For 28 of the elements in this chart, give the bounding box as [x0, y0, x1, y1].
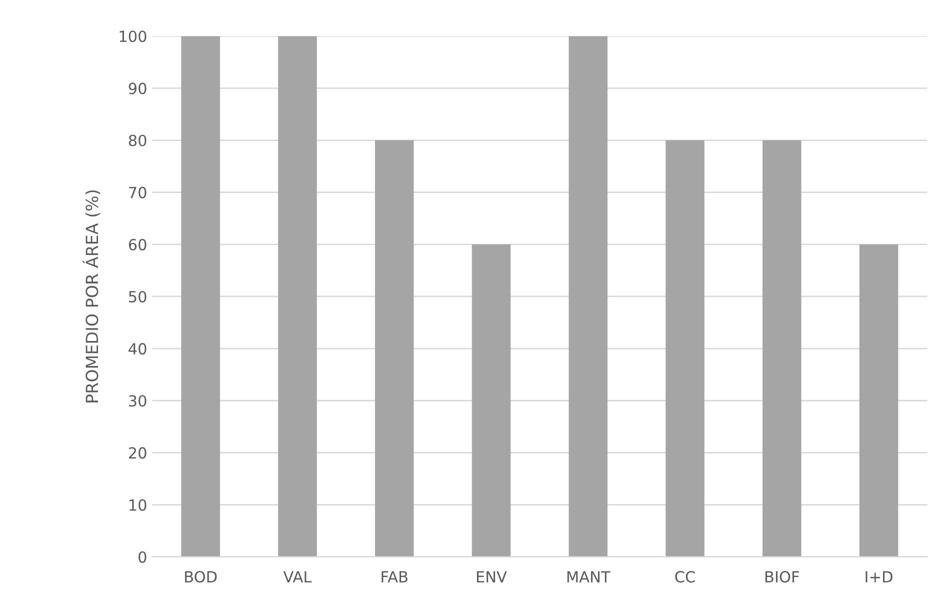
bar: [278, 36, 317, 557]
y-tick-label: 10: [130, 499, 146, 511]
bar: [762, 140, 802, 557]
y-tick-label: 30: [129, 395, 146, 407]
x-tick-label: FAB: [382, 571, 408, 582]
bar: [666, 140, 704, 557]
y-tick-label: 50: [129, 290, 146, 303]
x-tick-label: BOD: [185, 571, 217, 583]
x-tick-label: ENV: [476, 571, 507, 582]
y-tick-label: 90: [128, 82, 146, 94]
bar: [181, 36, 220, 557]
y-tick-label: 100: [120, 30, 146, 42]
bar: [472, 244, 511, 557]
y-tick-label: 70: [129, 186, 146, 198]
y-tick-label: 0: [138, 551, 146, 563]
y-tick-label: 60: [128, 238, 146, 250]
x-tick-label: BIOF: [766, 571, 799, 583]
y-tick-label: 20: [128, 447, 146, 459]
y-tick-label: 40: [128, 343, 146, 355]
bar: [568, 36, 608, 557]
y-tick-label: 80: [128, 134, 146, 146]
x-tick-label: CC: [675, 571, 695, 583]
x-tick-label: MANT: [567, 571, 610, 582]
x-tick-label: I+D: [866, 571, 892, 582]
y-axis-title: PROMEDIO POR ÁREA (%): [82, 190, 100, 402]
bar: [374, 140, 414, 557]
bar: [859, 244, 898, 557]
x-tick-label: VAL: [283, 571, 312, 582]
